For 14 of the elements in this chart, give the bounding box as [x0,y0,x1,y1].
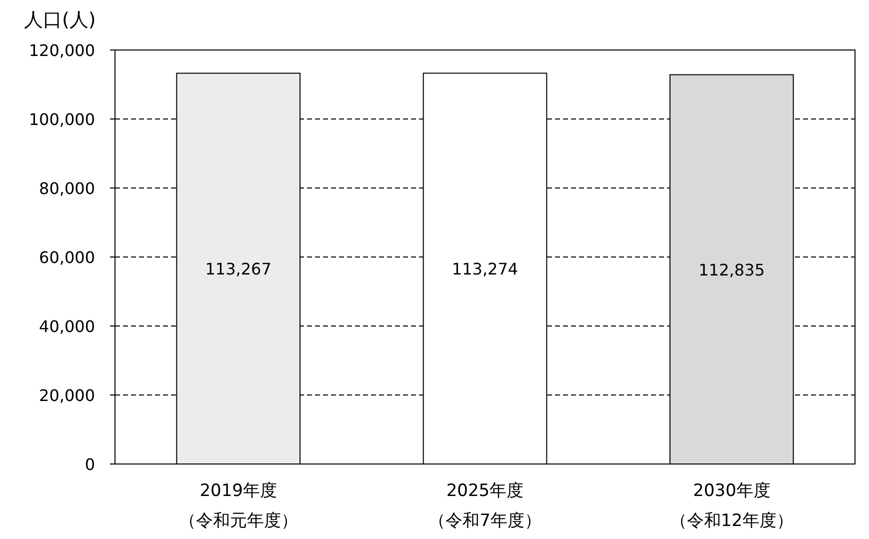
data-label: 113,274 [452,260,518,279]
data-label: 112,835 [698,260,765,280]
y-tick-label: 60,000 [39,248,95,267]
x-tick-label: 2030年度（令和12年度） [670,481,794,531]
y-axis-title: 人口(人) [24,9,96,31]
x-tick-label: 2019年度（令和元年度） [178,481,298,531]
y-tick-label: 40,000 [39,317,95,336]
data-label: 113,267 [205,260,272,279]
y-tick-label: 20,000 [39,386,95,405]
y-tick-label: 80,000 [39,179,95,198]
y-tick-label: 100,000 [28,110,95,129]
y-tick-label: 0 [84,455,95,474]
y-tick-label: 120,000 [28,41,95,60]
x-tick-label: 2025年度（令和7年度） [428,481,542,531]
